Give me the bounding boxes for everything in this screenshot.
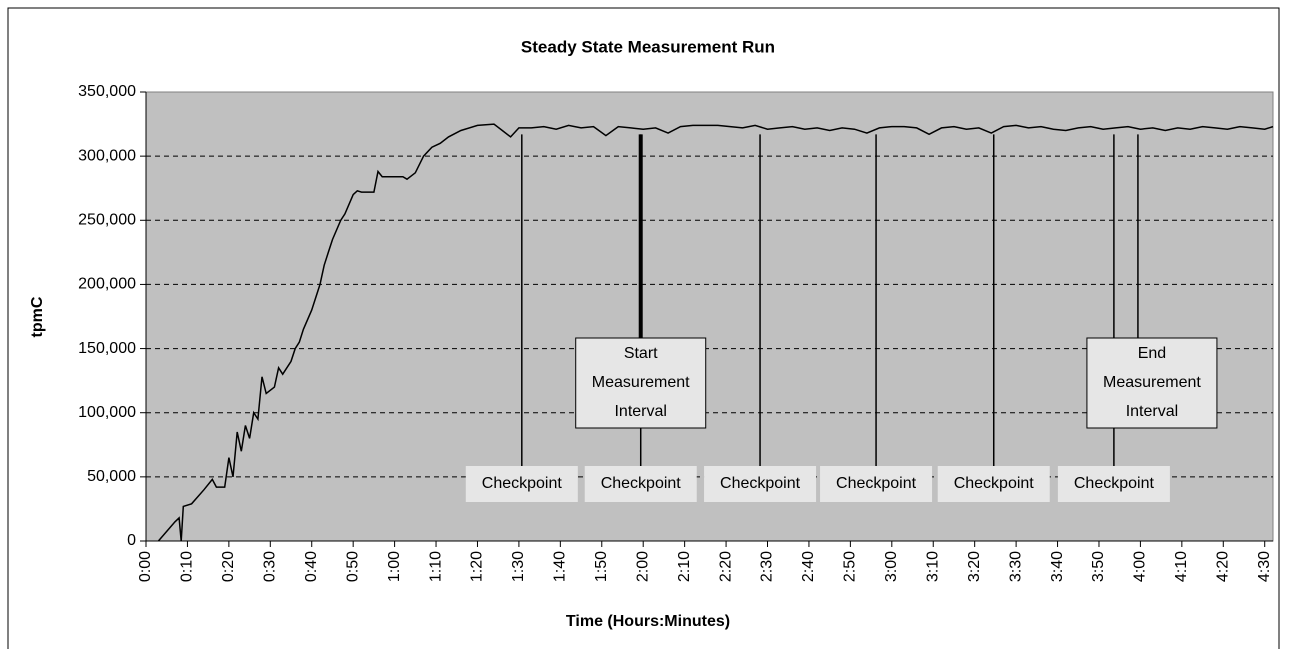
x-tick-label: 3:50 <box>1090 551 1107 582</box>
x-tick-label: 1:40 <box>552 551 569 582</box>
x-tick-label: 4:30 <box>1256 551 1273 582</box>
interval-label: Measurement <box>592 374 690 391</box>
x-axis-label: Time (Hours:Minutes) <box>566 613 730 630</box>
x-tick-label: 2:30 <box>759 551 776 582</box>
x-tick-label: 1:30 <box>510 551 527 582</box>
data-line <box>157 123 1274 542</box>
y-tick-label: 350,000 <box>78 83 136 100</box>
y-tick-label: 150,000 <box>78 340 136 357</box>
checkpoint-box <box>1057 466 1170 502</box>
x-tick-label: 0:00 <box>137 551 154 582</box>
y-tick-label: 50,000 <box>87 468 136 485</box>
checkpoint-box <box>465 466 578 502</box>
checkpoint-box <box>937 466 1050 502</box>
x-tick-label: 0:40 <box>303 551 320 582</box>
checkpoint-label: Checkpoint <box>482 475 563 492</box>
x-tick-label: 2:40 <box>800 551 817 582</box>
x-tick-label: 0:30 <box>262 551 279 582</box>
interval-label: Measurement <box>1103 374 1201 391</box>
x-tick-label: 3:40 <box>1049 551 1066 582</box>
x-tick-label: 1:00 <box>386 551 403 582</box>
interval-label: Start <box>624 345 658 362</box>
x-tick-label: 1:50 <box>593 551 610 582</box>
x-tick-label: 2:00 <box>634 551 651 582</box>
checkpoint-label: Checkpoint <box>836 475 917 492</box>
x-tick-label: 0:20 <box>220 551 237 582</box>
x-tick-label: 4:20 <box>1214 551 1231 582</box>
y-tick-label: 100,000 <box>78 404 136 421</box>
x-tick-label: 3:30 <box>1007 551 1024 582</box>
checkpoint-label: Checkpoint <box>954 475 1035 492</box>
x-tick-label: 4:00 <box>1132 551 1149 582</box>
y-tick-label: 0 <box>127 532 136 549</box>
y-tick-label: 200,000 <box>78 276 136 293</box>
x-tick-label: 0:50 <box>344 551 361 582</box>
x-tick-label: 2:50 <box>842 551 859 582</box>
x-tick-label: 2:10 <box>676 551 693 582</box>
x-tick-label: 1:10 <box>427 551 444 582</box>
checkpoint-label: Checkpoint <box>1074 475 1155 492</box>
x-tick-label: 4:10 <box>1173 551 1190 582</box>
chart-title: Steady State Measurement Run <box>521 37 775 56</box>
checkpoint-label: Checkpoint <box>720 475 801 492</box>
x-tick-label: 1:20 <box>469 551 486 582</box>
interval-label: Interval <box>1126 403 1178 420</box>
x-tick-label: 3:00 <box>883 551 900 582</box>
x-tick-label: 2:20 <box>717 551 734 582</box>
interval-box <box>575 337 707 429</box>
x-tick-label: 3:20 <box>966 551 983 582</box>
y-tick-label: 300,000 <box>78 147 136 164</box>
interval-label: Interval <box>614 403 666 420</box>
checkpoint-box <box>704 466 817 502</box>
x-tick-label: 0:10 <box>179 551 196 582</box>
interval-label: End <box>1138 345 1166 362</box>
checkpoint-label: Checkpoint <box>601 475 682 492</box>
y-axis-label: tpmC <box>29 296 46 337</box>
x-tick-label: 3:10 <box>924 551 941 582</box>
checkpoint-box <box>820 466 933 502</box>
y-tick-label: 250,000 <box>78 212 136 229</box>
checkpoint-box <box>584 466 697 502</box>
interval-box <box>1086 337 1218 429</box>
